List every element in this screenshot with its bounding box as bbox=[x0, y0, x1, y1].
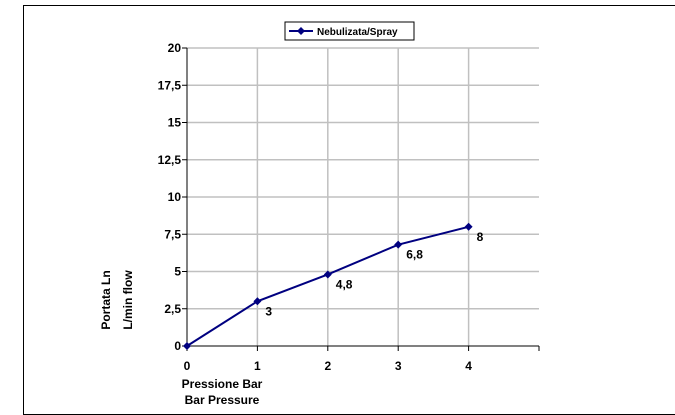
grid bbox=[187, 47, 539, 346]
data-label: 4,8 bbox=[336, 277, 353, 291]
y-axis-title-line1: Portata Ln bbox=[99, 270, 113, 329]
x-tick-label: 2 bbox=[324, 359, 331, 373]
y-axis-title-line2: L/min flow bbox=[121, 270, 135, 330]
series-layer: 3 4,8 6,8 8 bbox=[183, 222, 484, 350]
legend-marker bbox=[297, 27, 305, 35]
data-point bbox=[464, 222, 473, 231]
x-tick-label: 4 bbox=[465, 359, 472, 373]
y-tick-label: 5 bbox=[174, 265, 181, 279]
data-label: 6,8 bbox=[406, 248, 423, 262]
chart-frame bbox=[23, 5, 675, 415]
x-axis-title: Pressione Bar Bar Pressure bbox=[182, 377, 263, 407]
x-tick-label: 1 bbox=[254, 359, 261, 373]
data-point bbox=[183, 342, 191, 350]
y-tick-label: 0 bbox=[174, 339, 181, 353]
data-point bbox=[394, 240, 403, 249]
y-tick-label: 2,5 bbox=[164, 302, 181, 316]
data-point bbox=[323, 270, 332, 279]
y-axis-title: Portata Ln L/min flow bbox=[99, 270, 135, 330]
data-point bbox=[253, 297, 262, 306]
y-tick-label: 20 bbox=[168, 41, 182, 55]
x-axis-title-line1: Pressione Bar bbox=[182, 377, 263, 391]
legend: Nebulizata/Spray bbox=[284, 21, 415, 41]
data-label: 3 bbox=[265, 304, 272, 318]
data-label: 8 bbox=[477, 230, 484, 244]
axes: 0 2,5 5 7,5 10 12,5 15 17,5 20 0 1 2 3 4 bbox=[158, 41, 540, 373]
legend-entry-label: Nebulizata/Spray bbox=[317, 27, 398, 38]
x-tick-label: 0 bbox=[184, 359, 191, 373]
y-tick-label: 17,5 bbox=[158, 78, 182, 92]
y-tick-label: 15 bbox=[168, 116, 182, 130]
x-axis-title-line2: Bar Pressure bbox=[185, 393, 260, 407]
y-tick-label: 7,5 bbox=[164, 227, 181, 241]
y-tick-label: 10 bbox=[168, 190, 182, 204]
x-tick-label: 3 bbox=[395, 359, 402, 373]
legend-box bbox=[284, 21, 415, 41]
y-tick-label: 12,5 bbox=[158, 153, 182, 167]
